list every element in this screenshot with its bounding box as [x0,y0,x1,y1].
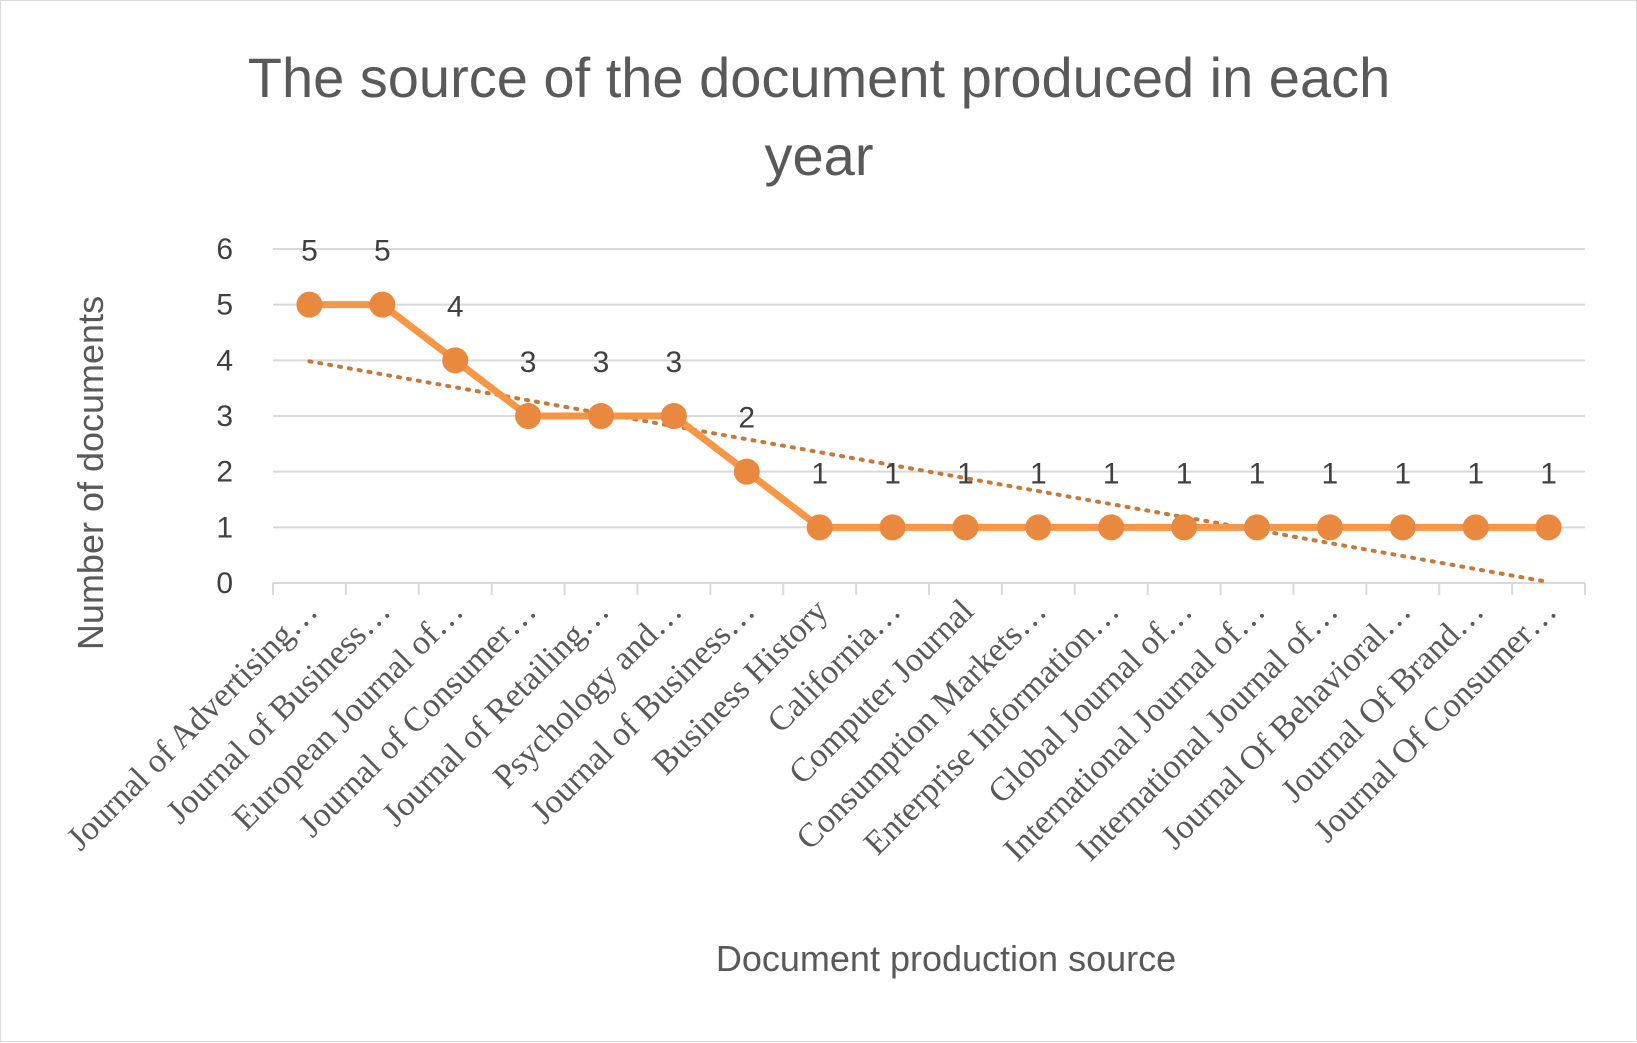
x-axis [272,582,1586,595]
data-label: 5 [301,235,318,268]
data-labels: 5 5 4 3 3 3 2 1 1 1 1 1 1 1 1 1 1 1 [301,235,1557,491]
data-label: 1 [1540,457,1557,490]
chart-title-line-1: The source of the document produced in e… [248,46,1391,109]
y-tick-label: 1 [216,511,233,544]
x-axis-title: Document production source [716,938,1176,979]
data-point[interactable] [1244,514,1270,541]
data-label: 1 [957,457,974,490]
data-label: 1 [884,457,901,490]
data-point[interactable] [1025,514,1052,541]
data-label: 1 [1322,457,1339,490]
y-axis-title: Number of documents [70,296,111,650]
data-point[interactable] [1389,514,1416,541]
data-label: 1 [1176,457,1193,490]
data-point[interactable] [952,514,979,541]
data-point[interactable] [733,458,760,485]
y-tick-label: 0 [216,567,233,600]
data-label: 3 [520,346,537,379]
data-point[interactable] [296,291,323,318]
y-tick-label: 6 [216,233,233,266]
data-point[interactable] [1316,514,1343,541]
data-label: 1 [811,457,828,490]
data-point[interactable] [879,514,906,541]
data-label: 1 [1394,457,1411,490]
linear-trendline [307,359,1551,585]
data-label: 4 [447,290,464,323]
data-point[interactable] [806,514,833,541]
data-label: 2 [738,402,755,435]
y-tick-label: 2 [216,456,233,489]
data-label: 1 [1467,457,1484,490]
trendline [307,359,1551,585]
data-label: 5 [374,235,391,268]
data-point[interactable] [1535,514,1562,541]
x-axis-tick-labels: Journal of Advertising…Journal of Busine… [60,592,1564,868]
data-label: 3 [666,346,683,379]
data-label: 1 [1103,457,1120,490]
data-point[interactable] [369,291,396,318]
data-markers [296,291,1562,541]
data-point[interactable] [660,403,687,429]
data-label: 1 [1030,457,1047,490]
y-tick-label: 3 [216,400,233,433]
data-point[interactable] [1098,514,1125,541]
data-label: 1 [1249,457,1266,490]
y-tick-label: 4 [216,344,233,377]
data-point[interactable] [1462,514,1489,541]
data-point[interactable] [1171,514,1198,541]
data-label: 3 [593,346,610,379]
data-point[interactable] [588,403,614,429]
data-point[interactable] [442,347,469,374]
data-point[interactable] [515,403,542,429]
y-tick-label: 5 [216,289,233,322]
chart-title-line-2: year [765,124,874,187]
y-axis-ticks: 0 1 2 3 4 5 6 [216,233,233,600]
